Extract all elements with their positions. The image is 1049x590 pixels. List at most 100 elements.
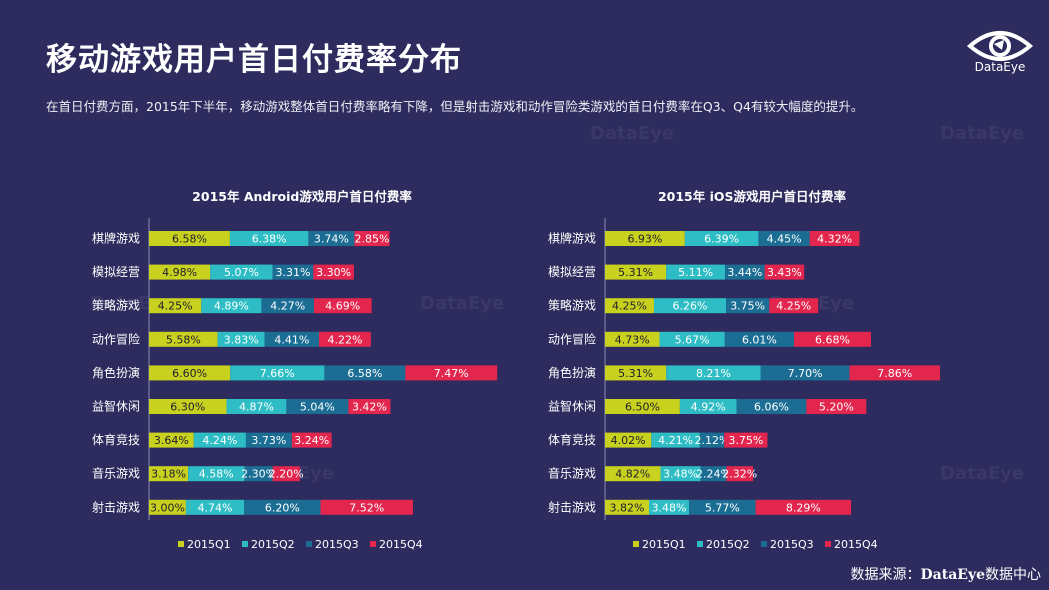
bar-segment	[405, 365, 498, 381]
category-label: 射击游戏	[548, 499, 596, 514]
bar-segment	[313, 264, 354, 280]
bar-segment	[193, 432, 246, 448]
brand-name: DataEye	[974, 60, 1026, 74]
legend-swatch	[370, 541, 376, 547]
data-label: 4.98%	[162, 266, 197, 279]
category-label: 体育竞技	[92, 432, 140, 447]
bar-segment	[605, 231, 685, 246]
data-label: 3.42%	[352, 401, 387, 414]
bar-segment	[649, 499, 690, 515]
data-label: 4.25%	[612, 300, 647, 313]
bar-segment	[605, 264, 667, 280]
page-subtitle: 在首日付费方面，2015年下半年，移动游戏整体首日付费率略有下降，但是射击游戏和…	[46, 99, 864, 114]
category-label: 角色扮演	[92, 365, 140, 380]
bar-segment	[354, 231, 390, 246]
bar-segment	[149, 466, 189, 482]
data-label: 5.07%	[224, 266, 259, 279]
data-label: 4.89%	[214, 300, 249, 313]
data-label: 3.18%	[151, 468, 186, 481]
category-label: 益智休闲	[92, 399, 140, 414]
data-label: 6.01%	[742, 333, 777, 346]
bar-segment	[653, 298, 727, 314]
bar-segment	[261, 298, 314, 314]
bar-segment	[264, 331, 319, 347]
bar-segment	[849, 365, 941, 381]
legend-label: 2015Q1	[642, 538, 686, 551]
bar-segment	[684, 231, 759, 246]
bar-segment	[149, 331, 218, 347]
legend-swatch	[761, 541, 767, 547]
bar-segment	[689, 499, 756, 515]
category-label: 棋牌游戏	[92, 232, 140, 246]
data-label: 3.64%	[154, 434, 189, 447]
bar-segment	[217, 331, 265, 347]
bar-segment	[272, 466, 300, 482]
bar-segment	[605, 499, 650, 515]
data-label: 5.11%	[678, 266, 713, 279]
bar-segment	[726, 298, 770, 314]
bar-segment	[286, 399, 349, 414]
category-label: 角色扮演	[548, 365, 596, 380]
bar-segment	[659, 331, 725, 347]
data-label: 4.58%	[199, 468, 234, 481]
legend-swatch	[242, 541, 248, 547]
data-label: 3.24%	[294, 434, 329, 447]
bar-segment	[308, 231, 355, 246]
data-label: 4.82%	[615, 468, 650, 481]
data-label: 5.77%	[705, 501, 740, 514]
data-label: 3.74%	[314, 233, 349, 246]
data-label: 6.58%	[347, 367, 382, 380]
data-label: 4.74%	[198, 501, 233, 514]
data-label: 4.41%	[274, 333, 309, 346]
legend-swatch	[825, 541, 831, 547]
legend-label: 2015Q3	[315, 538, 359, 551]
data-label: 4.92%	[691, 401, 726, 414]
data-label: 3.73%	[251, 434, 286, 447]
data-label: 6.39%	[704, 233, 739, 246]
category-label: 音乐游戏	[92, 466, 140, 481]
data-label: 4.69%	[325, 300, 360, 313]
source-suffix: 数据中心	[985, 567, 1041, 583]
category-label: 棋牌游戏	[548, 232, 596, 246]
data-label: 4.02%	[611, 434, 646, 447]
watermark: DataEye	[940, 463, 1025, 484]
bar-segment	[320, 499, 413, 515]
bar-segment	[149, 432, 194, 448]
data-label: 3.83%	[224, 333, 259, 346]
data-source: 数据来源：DataEye数据中心	[851, 564, 1041, 584]
legend-swatch	[178, 541, 184, 547]
data-label: 3.44%	[727, 266, 762, 279]
data-label: 2.20%	[269, 468, 304, 481]
data-label: 4.45%	[767, 233, 802, 246]
bar-segment	[149, 399, 227, 414]
bar-segment	[679, 399, 737, 414]
data-label: 6.58%	[172, 233, 207, 246]
bar-segment	[736, 399, 807, 414]
data-label: 4.32%	[817, 233, 852, 246]
bar-segment	[605, 466, 661, 482]
bar-segment	[149, 499, 186, 515]
bar-segment	[201, 298, 262, 314]
data-label: 6.06%	[754, 401, 789, 414]
bar-segment	[229, 231, 309, 246]
bar-segment	[760, 365, 850, 381]
legend-swatch	[633, 541, 639, 547]
data-label: 4.87%	[239, 401, 274, 414]
data-label: 3.82%	[610, 501, 645, 514]
bar-segment	[149, 264, 211, 280]
bar-segment	[605, 432, 652, 448]
data-label: 3.00%	[150, 501, 185, 514]
data-label: 3.75%	[728, 434, 763, 447]
data-label: 6.26%	[673, 300, 708, 313]
data-label: 2.30%	[241, 468, 276, 481]
bar-segment	[185, 499, 245, 515]
data-label: 8.21%	[696, 367, 731, 380]
data-label: 7.66%	[260, 367, 295, 380]
category-label: 体育竞技	[548, 432, 596, 447]
bar-segment	[318, 331, 371, 347]
data-label: 2.24%	[696, 468, 731, 481]
data-label: 8.29%	[786, 501, 821, 514]
data-label: 5.31%	[618, 367, 653, 380]
page-title: 移动游戏用户首日付费率分布	[46, 42, 462, 78]
